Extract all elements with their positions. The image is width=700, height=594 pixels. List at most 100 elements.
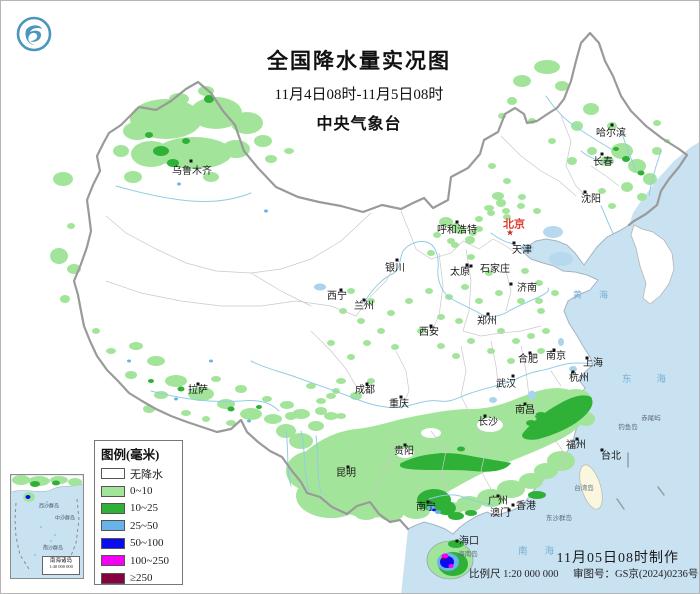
inset-island-label: 中沙群岛 bbox=[54, 516, 76, 522]
island-name-label: 东沙群岛 bbox=[546, 514, 572, 522]
city-dot bbox=[575, 437, 579, 441]
lakes bbox=[314, 283, 577, 403]
city-label: 上海 bbox=[583, 358, 603, 369]
archipelago-marks bbox=[616, 452, 665, 510]
legend-swatch bbox=[101, 520, 125, 532]
inset-island-label: 西沙群岛 bbox=[38, 504, 60, 510]
city-dot bbox=[552, 348, 556, 352]
legend-row: 25~50 bbox=[101, 517, 182, 534]
city-label: 北京 bbox=[503, 218, 525, 231]
city-label: 广州 bbox=[488, 496, 508, 507]
city-dot bbox=[365, 382, 369, 386]
city-label: 呼和浩特 bbox=[437, 225, 477, 236]
rain-50-100-specks bbox=[432, 508, 436, 512]
legend-rows: 无降水 0~10 10~25 25~50 50~100 100~250 ≥250 bbox=[101, 465, 182, 587]
sea-area bbox=[401, 142, 699, 593]
rivers bbox=[115, 95, 662, 506]
map-agency: 中央气象台 bbox=[316, 116, 402, 133]
city-dot bbox=[509, 282, 513, 286]
city-dot bbox=[571, 370, 575, 374]
city-dot bbox=[583, 190, 587, 194]
south-china-sea-inset: 西沙群岛中沙群岛南沙群岛 南海诸岛 1:40 000 000 bbox=[10, 474, 84, 579]
legend-row: 50~100 bbox=[101, 535, 182, 552]
inset-name: 南海诸岛 bbox=[49, 558, 72, 564]
city-dot bbox=[455, 220, 459, 224]
legend-swatch bbox=[101, 572, 125, 584]
sea-name-label: 东海 bbox=[622, 375, 692, 385]
map-period: 11月4日08时-11月5日08时 bbox=[274, 87, 444, 103]
city-label: 南京 bbox=[546, 351, 566, 362]
city-dot bbox=[486, 312, 490, 316]
city-label: 天津 bbox=[512, 245, 532, 256]
legend-label: 无降水 bbox=[130, 468, 163, 481]
legend-swatch bbox=[101, 468, 125, 480]
legend-label: ≥250 bbox=[130, 572, 153, 585]
city-dot bbox=[610, 123, 614, 127]
city-dot bbox=[585, 356, 589, 360]
city-label: 重庆 bbox=[389, 399, 409, 410]
coastline bbox=[407, 224, 630, 535]
national-border bbox=[72, 31, 689, 531]
city-dot bbox=[600, 152, 604, 156]
city-dot bbox=[196, 382, 200, 386]
inset-scale: 1:40 000 000 bbox=[49, 564, 73, 570]
city-label: 福州 bbox=[566, 440, 586, 451]
legend-row: 无降水 bbox=[101, 465, 182, 482]
legend-row: 100~250 bbox=[101, 552, 182, 569]
city-label: 乌鲁木齐 bbox=[172, 166, 212, 177]
hainan-island bbox=[426, 540, 474, 580]
capital-star-icon: ★ bbox=[505, 227, 515, 238]
city-dot bbox=[399, 395, 403, 399]
city-label: 石家庄 bbox=[480, 264, 510, 275]
inset-name-box: 南海诸岛 1:40 000 000 bbox=[42, 556, 80, 575]
rain-25-50-patches bbox=[127, 182, 441, 514]
city-dot bbox=[465, 263, 469, 267]
city-label: 香港 bbox=[516, 501, 536, 512]
rain-gaps bbox=[396, 418, 503, 458]
legend-title: 图例(毫米) bbox=[101, 448, 160, 462]
city-label: 南昌 bbox=[515, 405, 535, 416]
legend-row: 0~10 bbox=[101, 482, 182, 499]
city-dot bbox=[426, 500, 430, 504]
legend-label: 0~10 bbox=[130, 485, 153, 498]
legend-label: 100~250 bbox=[130, 554, 169, 567]
legend-label: 10~25 bbox=[130, 502, 158, 515]
city-dot bbox=[395, 258, 399, 262]
legend-box: 图例(毫米) 无降水 0~10 10~25 25~50 50~100 100~250 ≥25… bbox=[94, 440, 183, 585]
city-dot bbox=[523, 402, 527, 406]
city-dot bbox=[511, 503, 515, 507]
city-label: 贵阳 bbox=[394, 446, 414, 457]
cma-logo bbox=[16, 16, 52, 52]
city-dot bbox=[189, 159, 193, 163]
legend-swatch bbox=[101, 555, 125, 567]
taiwan-island bbox=[579, 464, 603, 510]
city-dot bbox=[507, 508, 511, 512]
city-label: 澳门 bbox=[490, 508, 510, 519]
city-label: 兰州 bbox=[354, 301, 374, 312]
city-label: 南宁 bbox=[416, 502, 436, 513]
city-label: 成都 bbox=[355, 385, 375, 396]
island-name-label: 台湾岛 bbox=[574, 484, 594, 492]
city-dot bbox=[362, 298, 366, 302]
city-label: 昆明 bbox=[336, 468, 356, 479]
inset-island-label: 南沙群岛 bbox=[42, 546, 64, 552]
city-dot bbox=[469, 264, 473, 268]
sea-name-label: 南海 bbox=[518, 547, 572, 557]
city-label: 沈阳 bbox=[581, 194, 601, 205]
legend-row: ≥250 bbox=[101, 569, 182, 586]
approval-number-label: 审图号：GS京(2024)0236号 bbox=[573, 569, 699, 580]
made-time-label: 11月05日08时制作 bbox=[556, 551, 679, 566]
map-title: 全国降水量实况图 bbox=[267, 49, 451, 73]
city-label: 西安 bbox=[419, 327, 439, 338]
city-dot bbox=[600, 448, 604, 452]
city-label: 合肥 bbox=[518, 354, 538, 365]
city-dot bbox=[346, 465, 350, 469]
city-dot bbox=[511, 374, 515, 378]
sea-tint bbox=[520, 226, 573, 266]
city-label: 台北 bbox=[601, 451, 621, 462]
legend-label: 50~100 bbox=[130, 537, 164, 550]
city-label: 长春 bbox=[593, 157, 613, 168]
